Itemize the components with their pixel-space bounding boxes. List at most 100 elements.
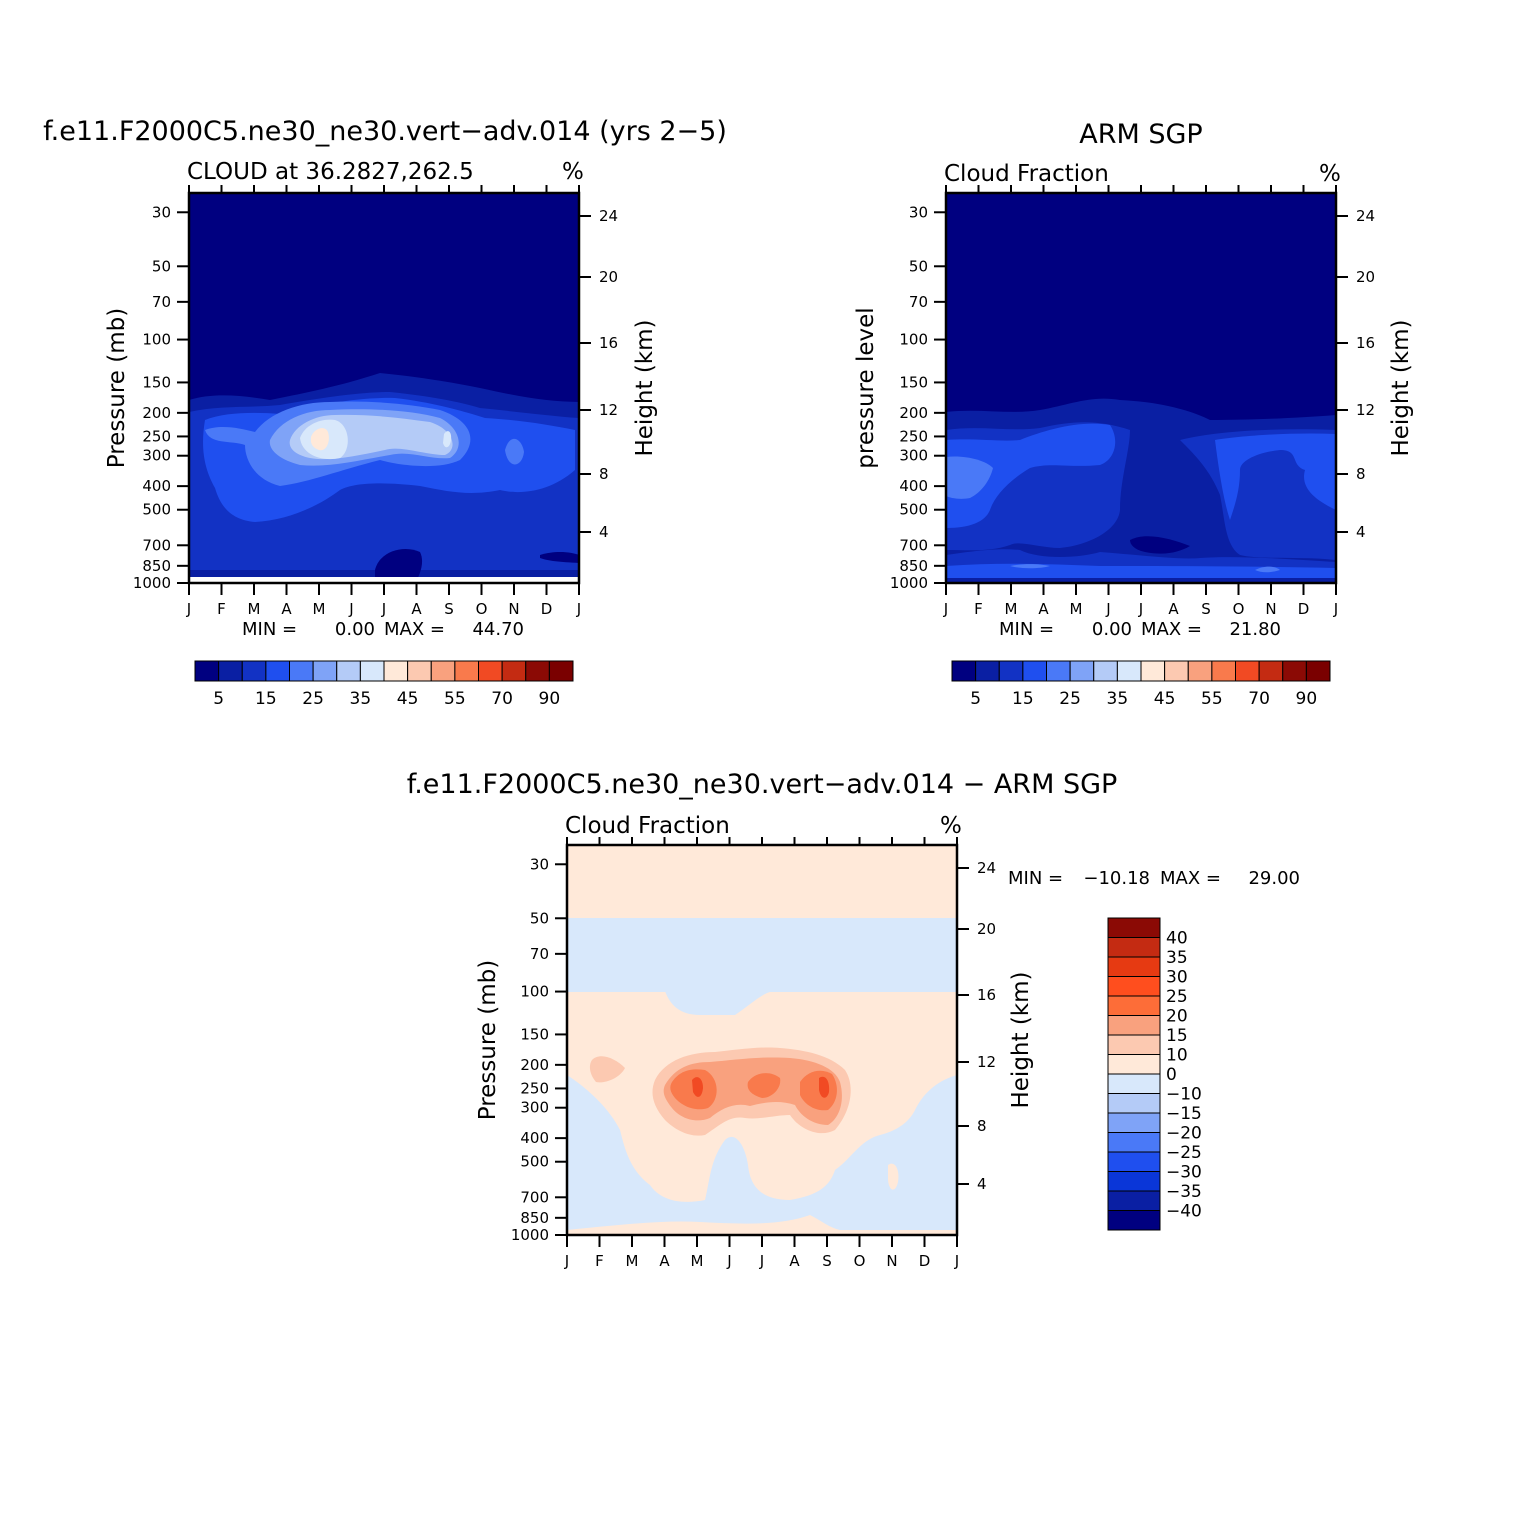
- panel-diff-min-value: −10.18: [1083, 868, 1150, 889]
- diff-ytick-right-label: 12: [977, 1053, 996, 1071]
- obs-ytick-right-label: 8: [1356, 465, 1366, 483]
- obs-ytick-right-label: 4: [1356, 523, 1366, 541]
- obs-colorbar-label: 25: [1059, 689, 1081, 709]
- obs-ytick-label: 100: [899, 331, 928, 349]
- diff-ytick-right-label: 16: [977, 986, 996, 1004]
- model-xtick-label: M: [248, 600, 261, 618]
- model-ytick-label: 850: [142, 557, 171, 575]
- diff-colorbar-box: [1107, 1073, 1161, 1094]
- model-colorbar-label: 25: [302, 689, 324, 709]
- diff-colorbar-box: [1107, 937, 1161, 958]
- panel-diff-subtitle: Cloud Fraction: [565, 813, 730, 839]
- diff-colorbar-label: 35: [1166, 948, 1188, 968]
- obs-xtick-label: J: [943, 600, 948, 618]
- diff-colorbar-label: 40: [1166, 929, 1188, 949]
- model-colorbar-box: [501, 660, 527, 682]
- model-ytick-label: 500: [142, 501, 171, 519]
- diff-xtick-label: A: [789, 1252, 800, 1270]
- panel-model-min-label: MIN =: [242, 619, 297, 640]
- diff-peak-sep: [819, 1076, 830, 1098]
- panel-obs-subtitle: Cloud Fraction: [944, 161, 1109, 187]
- diff-colorbar-label: −25: [1166, 1143, 1202, 1163]
- panel-obs-axes: J F M A M J J A S O N D J 30 50 70 100 150 200 250 300 400 500…: [890, 185, 1375, 618]
- model-colorbar-box: [525, 660, 550, 682]
- model-colorbar-label: 70: [491, 689, 513, 709]
- model-ytick-label: 150: [142, 373, 171, 391]
- diff-xtick-label: M: [691, 1252, 704, 1270]
- panel-obs-max-label: MAX =: [1141, 619, 1202, 640]
- panel-diff-title: f.e11.F2000C5.ne30_ne30.vert−adv.014 − A…: [407, 769, 1118, 800]
- obs-ytick-right-label: 24: [1356, 207, 1375, 225]
- model-xtick-label: O: [476, 600, 488, 618]
- obs-xtick-label: A: [1168, 600, 1179, 618]
- obs-ytick-label: 500: [899, 501, 928, 519]
- panel-model-min-value: 0.00: [335, 619, 375, 640]
- diff-ytick-label: 30: [530, 855, 549, 873]
- obs-ytick-right-label: 20: [1356, 268, 1375, 286]
- model-ytick-label: 100: [142, 331, 171, 349]
- panel-diff-max-label: MAX =: [1160, 868, 1221, 889]
- model-xtick-label: J: [348, 600, 353, 618]
- model-xtick-label: D: [541, 600, 553, 618]
- diff-colorbar-box: [1107, 1054, 1161, 1075]
- model-colorbar-box: [265, 660, 290, 682]
- diff-xtick-label: S: [822, 1252, 832, 1270]
- diff-ytick-right-label: 24: [977, 859, 996, 877]
- diff-band-negative-low: [567, 1075, 957, 1232]
- obs-ytick-label: 400: [899, 477, 928, 495]
- obs-colorbar-box: [1046, 660, 1071, 682]
- model-ytick-label: 200: [142, 404, 171, 422]
- obs-ytick-label: 50: [909, 257, 928, 275]
- obs-colorbar-box: [1211, 660, 1236, 682]
- obs-colorbar-box: [1093, 660, 1118, 682]
- obs-xtick-label: O: [1233, 600, 1245, 618]
- panel-obs: ARM SGP Cloud Fraction % J F M A M J J A S O N D J 30…: [853, 119, 1414, 709]
- diff-xtick-label: F: [595, 1252, 604, 1270]
- diff-colorbar-box: [1107, 1132, 1161, 1153]
- model-xtick-label: J: [576, 600, 581, 618]
- obs-colorbar-box: [1069, 660, 1095, 682]
- panel-diff-field: [567, 845, 957, 1235]
- diff-colorbar-box: [1107, 1093, 1161, 1114]
- model-colorbar-box: [289, 660, 314, 682]
- obs-colorbar-box: [1116, 660, 1142, 682]
- model-ytick-label: 70: [152, 293, 171, 311]
- diff-xtick-label: D: [919, 1252, 931, 1270]
- model-colorbar-box: [478, 660, 503, 682]
- diff-xtick-label: A: [659, 1252, 670, 1270]
- obs-colorbar-label: 45: [1154, 689, 1176, 709]
- obs-colorbar-box: [998, 660, 1024, 682]
- obs-ytick-label: 700: [899, 536, 928, 554]
- diff-colorbar-box: [1107, 1210, 1161, 1231]
- diff-band-positive-nov: [888, 1163, 899, 1190]
- obs-ytick-right-label: 16: [1356, 334, 1375, 352]
- diff-ytick-label: 70: [530, 945, 549, 963]
- obs-surface: [946, 578, 1336, 583]
- obs-xtick-label: M: [1070, 600, 1083, 618]
- diff-colorbar-label: −40: [1166, 1202, 1202, 1222]
- model-xtick-label: N: [508, 600, 519, 618]
- obs-ytick-label: 200: [899, 404, 928, 422]
- diff-xtick-label: J: [564, 1252, 569, 1270]
- obs-xtick-label: M: [1005, 600, 1018, 618]
- model-colorbar-label: 45: [397, 689, 419, 709]
- obs-colorbar-box: [1235, 660, 1260, 682]
- obs-colorbar-box: [1140, 660, 1166, 682]
- diff-band-20-sep: [800, 1070, 837, 1111]
- panel-diff-max-value: 29.00: [1248, 868, 1300, 889]
- model-xtick-label: J: [186, 600, 191, 618]
- obs-ytick-label: 1000: [890, 574, 928, 592]
- obs-lowlevel-25-west: [1010, 564, 1050, 569]
- model-xtick-label: J: [381, 600, 386, 618]
- obs-colorbar-box: [975, 660, 1000, 682]
- obs-colorbar-box: [1258, 660, 1284, 682]
- diff-xtick-label: J: [954, 1252, 959, 1270]
- diff-ytick-label: 500: [520, 1153, 549, 1171]
- obs-colorbar-label: 70: [1248, 689, 1270, 709]
- diff-xtick-label: N: [886, 1252, 897, 1270]
- panel-obs-ylabel-right: Height (km): [1388, 319, 1414, 456]
- obs-band-25: [946, 456, 993, 499]
- panel-model: f.e11.F2000C5.ne30_ne30.vert−adv.014 (yr…: [43, 116, 727, 709]
- panel-obs-units: %: [1319, 161, 1341, 187]
- obs-ytick-label: 250: [899, 427, 928, 445]
